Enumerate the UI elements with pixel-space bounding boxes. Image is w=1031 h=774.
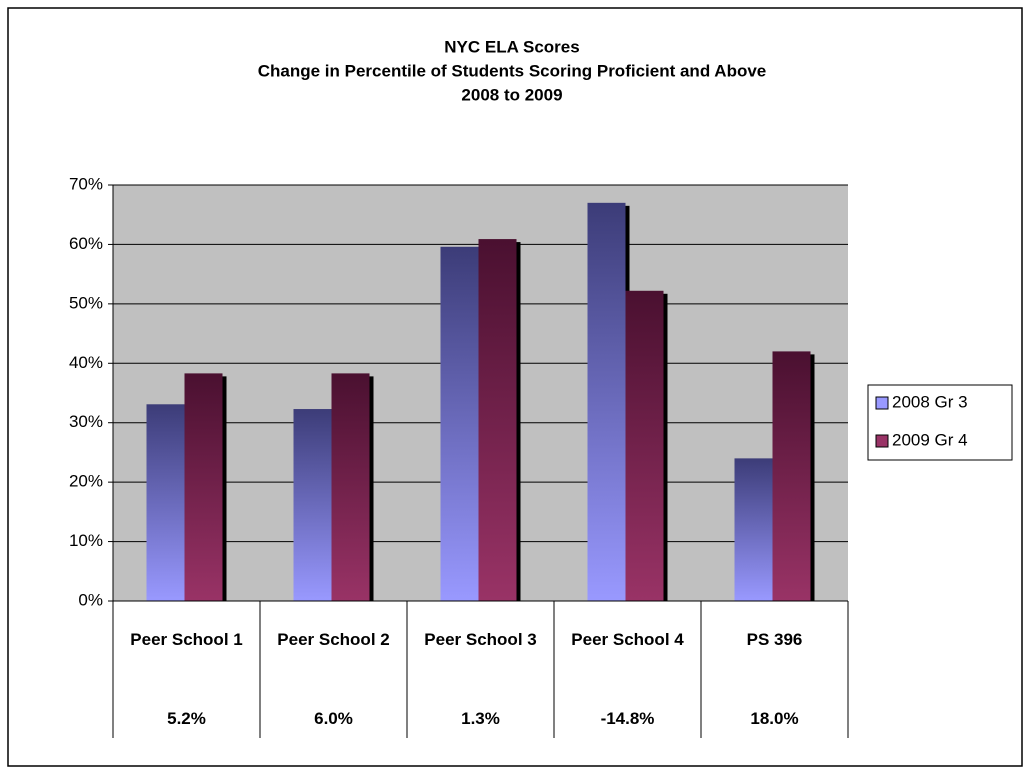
chart-title: 2008 to 2009 bbox=[461, 85, 562, 104]
bar bbox=[293, 409, 332, 601]
y-tick-label: 20% bbox=[69, 472, 103, 491]
table-cell: 6.0% bbox=[314, 709, 353, 728]
y-tick-label: 10% bbox=[69, 531, 103, 550]
legend-label: 2008 Gr 3 bbox=[892, 392, 968, 411]
bar bbox=[478, 239, 517, 601]
bar bbox=[440, 246, 479, 601]
legend-label: 2009 Gr 4 bbox=[892, 430, 968, 449]
table-cell: Peer School 3 bbox=[424, 630, 537, 649]
chart-title: NYC ELA Scores bbox=[444, 37, 579, 56]
table-cell: Peer School 1 bbox=[130, 630, 243, 649]
y-tick-label: 30% bbox=[69, 412, 103, 431]
y-tick-label: 50% bbox=[69, 293, 103, 312]
table-cell: 1.3% bbox=[461, 709, 500, 728]
legend-swatch bbox=[875, 434, 889, 448]
chart-title: Change in Percentile of Students Scoring… bbox=[258, 61, 767, 80]
bar bbox=[587, 202, 626, 602]
table-cell: -14.8% bbox=[600, 709, 655, 728]
table-cell: Peer School 4 bbox=[571, 630, 684, 649]
table-cell: Peer School 2 bbox=[277, 630, 390, 649]
bar bbox=[146, 404, 185, 601]
table-cell: PS 396 bbox=[746, 630, 803, 649]
bar bbox=[734, 458, 773, 601]
bar bbox=[625, 290, 664, 601]
y-tick-label: 70% bbox=[69, 174, 103, 193]
bar bbox=[184, 373, 223, 601]
y-tick-label: 0% bbox=[78, 590, 103, 609]
bar bbox=[772, 351, 811, 601]
bar bbox=[331, 373, 370, 601]
y-tick-label: 40% bbox=[69, 353, 103, 372]
legend-swatch bbox=[875, 396, 889, 410]
legend-box bbox=[867, 384, 1013, 461]
table-cell: 18.0% bbox=[750, 709, 799, 728]
y-tick-label: 60% bbox=[69, 234, 103, 253]
table-cell: 5.2% bbox=[167, 709, 206, 728]
